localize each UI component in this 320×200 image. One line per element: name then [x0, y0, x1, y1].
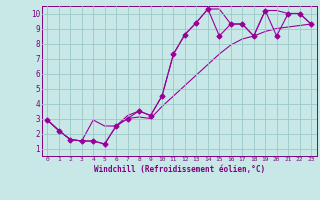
X-axis label: Windchill (Refroidissement éolien,°C): Windchill (Refroidissement éolien,°C): [94, 165, 265, 174]
